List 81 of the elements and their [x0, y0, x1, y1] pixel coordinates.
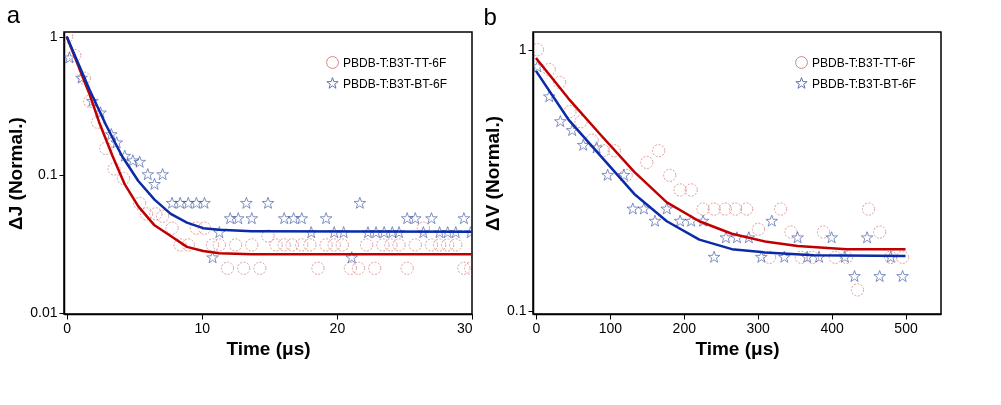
point — [791, 231, 804, 244]
y-tick-label: 0.1 — [38, 166, 58, 183]
point — [652, 144, 666, 158]
point — [673, 214, 687, 227]
point — [751, 222, 765, 236]
point — [805, 250, 819, 264]
y-axis-title: ΔJ (Normal.) — [5, 117, 27, 230]
point — [848, 270, 861, 282]
x-tick-label: 0 — [532, 319, 541, 336]
point — [729, 202, 743, 216]
point — [542, 63, 556, 77]
point — [742, 231, 756, 244]
point — [719, 231, 733, 244]
point — [816, 225, 830, 239]
x-axis-title: Time (μs) — [695, 337, 780, 359]
y-tick-label: 0.01 — [30, 304, 58, 321]
point — [778, 250, 791, 263]
y-axis-title: ΔV (Normal.) — [482, 115, 504, 232]
x-tick-label: 300 — [746, 319, 771, 336]
point — [648, 214, 662, 227]
x-tick-label: 10 — [194, 319, 211, 336]
y-tick-label: 1 — [49, 28, 58, 45]
point — [601, 168, 614, 181]
point — [794, 250, 808, 264]
point — [860, 231, 874, 244]
point — [707, 250, 721, 263]
point — [825, 231, 838, 244]
point — [673, 183, 687, 197]
point — [763, 250, 777, 264]
y-tick-label: 1 — [518, 41, 527, 58]
x-tick-label: 30 — [456, 319, 473, 336]
point — [663, 168, 677, 182]
point — [730, 231, 744, 244]
x-axis-title: Time (μs) — [226, 337, 311, 359]
x-tick-label: 100 — [598, 319, 623, 336]
point — [565, 124, 579, 136]
point — [577, 138, 590, 151]
point — [896, 270, 909, 282]
x-tick-label: 0 — [63, 319, 72, 336]
point — [873, 270, 886, 282]
legend-label: PBDB-T:B3T-TT-6F — [812, 55, 916, 70]
point — [850, 283, 864, 297]
legend-label: PBDB-T:B3T-BT-6F — [812, 76, 917, 91]
point — [784, 225, 798, 239]
point — [718, 202, 732, 216]
x-tick-label: 400 — [820, 319, 844, 336]
x-tick-label: 200 — [672, 319, 697, 336]
point — [637, 202, 651, 215]
point — [590, 141, 603, 154]
y-tick-label: 0.1 — [507, 302, 527, 319]
point — [640, 155, 654, 169]
point — [660, 202, 674, 215]
point — [554, 115, 567, 128]
point — [607, 144, 621, 158]
point — [696, 202, 710, 216]
point — [563, 104, 577, 118]
point — [896, 250, 910, 264]
point — [862, 202, 876, 216]
point — [596, 144, 610, 158]
x-tick-label: 500 — [894, 319, 918, 336]
point — [543, 90, 556, 103]
point — [740, 202, 754, 216]
point — [707, 202, 721, 216]
point — [873, 225, 887, 239]
chart-title: b — [483, 3, 497, 30]
point — [684, 183, 698, 197]
point — [585, 133, 599, 147]
legend-label: PBDB-T:B3T-TT-6F — [343, 55, 447, 70]
point — [812, 250, 826, 263]
point — [574, 115, 588, 129]
point — [553, 75, 567, 89]
point — [696, 214, 710, 227]
chart-title: a — [6, 0, 21, 28]
legend-label: PBDB-T:B3T-BT-6F — [343, 76, 448, 91]
point — [684, 214, 698, 227]
point — [765, 214, 778, 227]
x-tick-label: 20 — [329, 319, 346, 336]
point — [828, 250, 842, 264]
point — [800, 250, 814, 263]
point — [626, 202, 640, 215]
point — [774, 202, 788, 216]
